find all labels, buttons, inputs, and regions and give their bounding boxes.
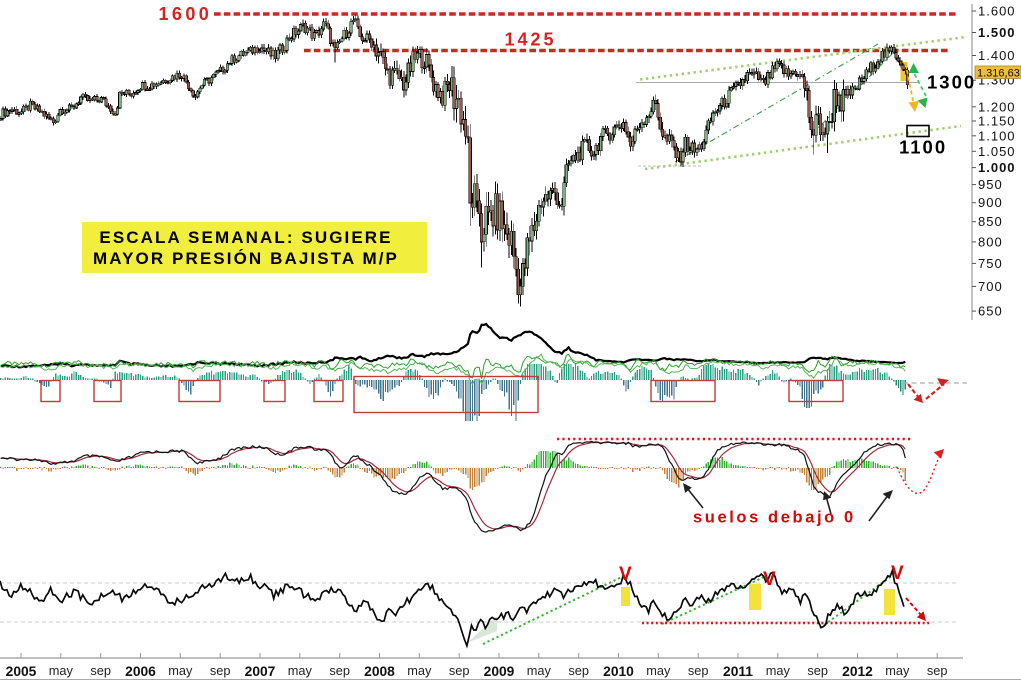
svg-text:ESCALA SEMANAL: SUGIERE: ESCALA SEMANAL: SUGIERE bbox=[99, 228, 392, 247]
svg-text:900: 900 bbox=[978, 195, 1003, 210]
svg-text:1425: 1425 bbox=[505, 30, 557, 50]
svg-text:1600: 1600 bbox=[159, 4, 213, 24]
svg-text:1.050: 1.050 bbox=[978, 144, 1016, 159]
svg-text:2012: 2012 bbox=[842, 664, 873, 679]
svg-text:may: may bbox=[646, 663, 671, 678]
svg-text:may: may bbox=[766, 663, 791, 678]
svg-text:750: 750 bbox=[978, 256, 1003, 271]
svg-text:may: may bbox=[527, 663, 552, 678]
svg-text:1.100: 1.100 bbox=[978, 128, 1016, 143]
svg-text:1.600: 1.600 bbox=[978, 4, 1016, 19]
svg-text:may: may bbox=[288, 663, 313, 678]
svg-text:2009: 2009 bbox=[484, 664, 515, 679]
svg-text:sep: sep bbox=[688, 663, 709, 678]
svg-text:sep: sep bbox=[927, 663, 948, 678]
svg-text:2006: 2006 bbox=[125, 664, 156, 679]
svg-text:2005: 2005 bbox=[6, 664, 37, 679]
svg-text:sep: sep bbox=[449, 663, 470, 678]
svg-text:sep: sep bbox=[210, 663, 231, 678]
svg-text:1.316,63: 1.316,63 bbox=[977, 68, 1020, 80]
svg-text:850: 850 bbox=[978, 214, 1003, 229]
svg-text:950: 950 bbox=[978, 177, 1003, 192]
svg-text:sep: sep bbox=[568, 663, 589, 678]
svg-text:may: may bbox=[49, 663, 74, 678]
svg-text:2011: 2011 bbox=[723, 664, 753, 679]
svg-text:650: 650 bbox=[978, 304, 1003, 319]
svg-text:1.400: 1.400 bbox=[978, 48, 1016, 63]
svg-text:1100: 1100 bbox=[899, 137, 947, 158]
svg-text:2007: 2007 bbox=[245, 664, 276, 679]
svg-text:may: may bbox=[885, 663, 910, 678]
svg-text:V: V bbox=[891, 563, 904, 584]
svg-text:MAYOR PRESIÓN BAJISTA M/P: MAYOR PRESIÓN BAJISTA M/P bbox=[93, 249, 399, 268]
svg-text:2010: 2010 bbox=[603, 664, 634, 679]
svg-text:1.200: 1.200 bbox=[978, 99, 1016, 114]
svg-text:may: may bbox=[168, 663, 193, 678]
svg-text:700: 700 bbox=[978, 279, 1003, 294]
svg-text:V: V bbox=[763, 569, 776, 590]
svg-text:1.150: 1.150 bbox=[978, 114, 1016, 129]
svg-text:1.500: 1.500 bbox=[978, 25, 1016, 40]
svg-text:V: V bbox=[619, 564, 632, 585]
svg-text:1.000: 1.000 bbox=[978, 160, 1016, 175]
svg-text:2008: 2008 bbox=[364, 664, 395, 679]
svg-text:may: may bbox=[407, 663, 432, 678]
svg-text:1300: 1300 bbox=[927, 72, 976, 93]
svg-text:800: 800 bbox=[978, 234, 1003, 249]
svg-text:sep: sep bbox=[807, 663, 828, 678]
svg-text:suelos debajo 0: suelos debajo 0 bbox=[693, 509, 856, 527]
svg-text:sep: sep bbox=[329, 663, 350, 678]
svg-text:sep: sep bbox=[90, 663, 111, 678]
